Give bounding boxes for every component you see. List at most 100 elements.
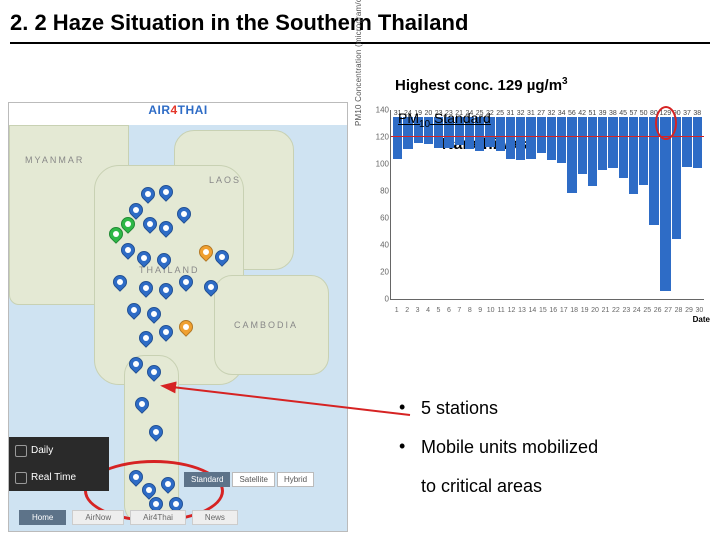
y-tick: 60 — [367, 214, 389, 223]
y-tick: 20 — [367, 268, 389, 277]
country-label-thailand: THAILAND — [139, 265, 200, 275]
bar-value-label: 32 — [547, 110, 555, 117]
bottom-tab-news[interactable]: News — [192, 510, 238, 525]
x-tick: 3 — [413, 307, 422, 314]
bar-col: 24 — [403, 110, 412, 299]
pm10-standard-line — [391, 136, 704, 137]
bar-value-label: 34 — [558, 110, 566, 117]
map-brand: AIR4THAI — [9, 103, 347, 125]
bar-col: 34 — [557, 110, 566, 299]
map-canvas: MYANMAR LAOS THAILAND CAMBODIA Daily Rea… — [9, 125, 347, 531]
bar-col: 19 — [414, 110, 423, 299]
bar — [619, 117, 628, 178]
highest-prefix: Highest conc. — [395, 77, 498, 94]
y-tick: 80 — [367, 187, 389, 196]
bar-value-label: 38 — [693, 110, 701, 117]
bar — [496, 117, 505, 151]
bar-col: 20 — [424, 110, 433, 299]
x-tick: 27 — [663, 307, 672, 314]
bar-col: 31 — [506, 110, 515, 299]
pm-label-b: Standard — [430, 110, 491, 126]
view-tab-hybrid[interactable]: Hybrid — [277, 472, 314, 487]
bar-col: 31 — [526, 110, 535, 299]
bullet-mobile-units: Mobile units mobilized — [395, 437, 706, 458]
x-tick: 20 — [590, 307, 599, 314]
bar — [578, 117, 587, 174]
bar-col: 21 — [455, 110, 464, 299]
x-tick: 4 — [423, 307, 432, 314]
x-tick: 11 — [496, 307, 505, 314]
bar — [506, 117, 515, 159]
bar — [516, 117, 525, 160]
bar — [588, 117, 597, 186]
bar-value-label: 38 — [609, 110, 617, 117]
bar-value-label: 25 — [496, 110, 504, 117]
x-tick: 23 — [622, 307, 631, 314]
bar — [608, 117, 617, 168]
x-tick: 14 — [528, 307, 537, 314]
bar-col: 38 — [608, 110, 617, 299]
brand-4: 4 — [170, 103, 177, 117]
x-tick: 6 — [444, 307, 453, 314]
x-tick: 8 — [465, 307, 474, 314]
bar-col: 39 — [598, 110, 607, 299]
country-label-myanmar: MYANMAR — [25, 155, 84, 165]
bar-value-label: 42 — [578, 110, 586, 117]
bottom-tab-airnow[interactable]: AirNow — [72, 510, 124, 525]
pm-label-a: PM — [398, 110, 419, 126]
bar-col: 45 — [619, 110, 628, 299]
x-tick: 22 — [611, 307, 620, 314]
bar — [660, 117, 672, 291]
mode-realtime[interactable]: Real Time — [9, 464, 109, 491]
bar-value-label: 57 — [629, 110, 637, 117]
bar-col: 23 — [434, 110, 443, 299]
bar-col: 25 — [496, 110, 505, 299]
air4thai-map: AIR4THAI MYANMAR LAOS THAILAND CAMBODIA … — [8, 102, 348, 532]
pm10-chart: PM10 Standard Narathiwas PM10 Concentrat… — [362, 106, 712, 322]
bar-value-label: 37 — [683, 110, 691, 117]
x-tick: 9 — [476, 307, 485, 314]
bar-value-label: 45 — [619, 110, 627, 117]
bar-value-label: 31 — [506, 110, 514, 117]
bar — [567, 117, 576, 193]
bullet-critical-areas: to critical areas — [395, 476, 706, 497]
bottom-tab-air4thai[interactable]: Air4Thai — [130, 510, 186, 525]
pm-label-sub: 10 — [419, 119, 430, 130]
chart-axis-area: 3124192023232124252225313231273234564251… — [390, 110, 704, 300]
view-tab-satellite[interactable]: Satellite — [232, 472, 274, 487]
x-tick: 30 — [695, 307, 704, 314]
bar-value-label: 56 — [568, 110, 576, 117]
bar-value-label: 50 — [640, 110, 648, 117]
bar-col: 27 — [537, 110, 546, 299]
x-tick: 7 — [455, 307, 464, 314]
y-tick: 140 — [367, 106, 389, 115]
y-tick: 40 — [367, 241, 389, 250]
highest-bar-circle — [655, 106, 677, 140]
brand-thai: THAI — [178, 103, 208, 117]
chart-y-axis-title: PM10 Concentration (microgram/cubic metr… — [354, 0, 363, 126]
x-tick: 25 — [643, 307, 652, 314]
pm10-standard-label: PM10 Standard — [398, 110, 491, 130]
country-label-laos: LAOS — [209, 175, 241, 185]
x-tick: 12 — [507, 307, 516, 314]
x-tick: 10 — [486, 307, 495, 314]
bar — [526, 117, 535, 159]
view-tab-standard[interactable]: Standard — [184, 472, 230, 487]
bar-col: 80 — [649, 110, 658, 299]
x-tick: 18 — [569, 307, 578, 314]
x-tick: 15 — [538, 307, 547, 314]
bar-value-label: 51 — [588, 110, 596, 117]
x-tick: 17 — [559, 307, 568, 314]
bar-col: 50 — [639, 110, 648, 299]
chart-date-label: Date — [693, 315, 710, 324]
x-tick: 13 — [517, 307, 526, 314]
x-tick: 16 — [549, 307, 558, 314]
x-tick: 29 — [684, 307, 693, 314]
mode-daily[interactable]: Daily — [9, 437, 109, 464]
bottom-tab-home[interactable]: Home — [19, 510, 66, 525]
bar-col: 32 — [547, 110, 556, 299]
x-tick: 26 — [653, 307, 662, 314]
bar-col: 24 — [465, 110, 474, 299]
bar-col: 90 — [672, 110, 681, 299]
y-tick: 0 — [367, 295, 389, 304]
